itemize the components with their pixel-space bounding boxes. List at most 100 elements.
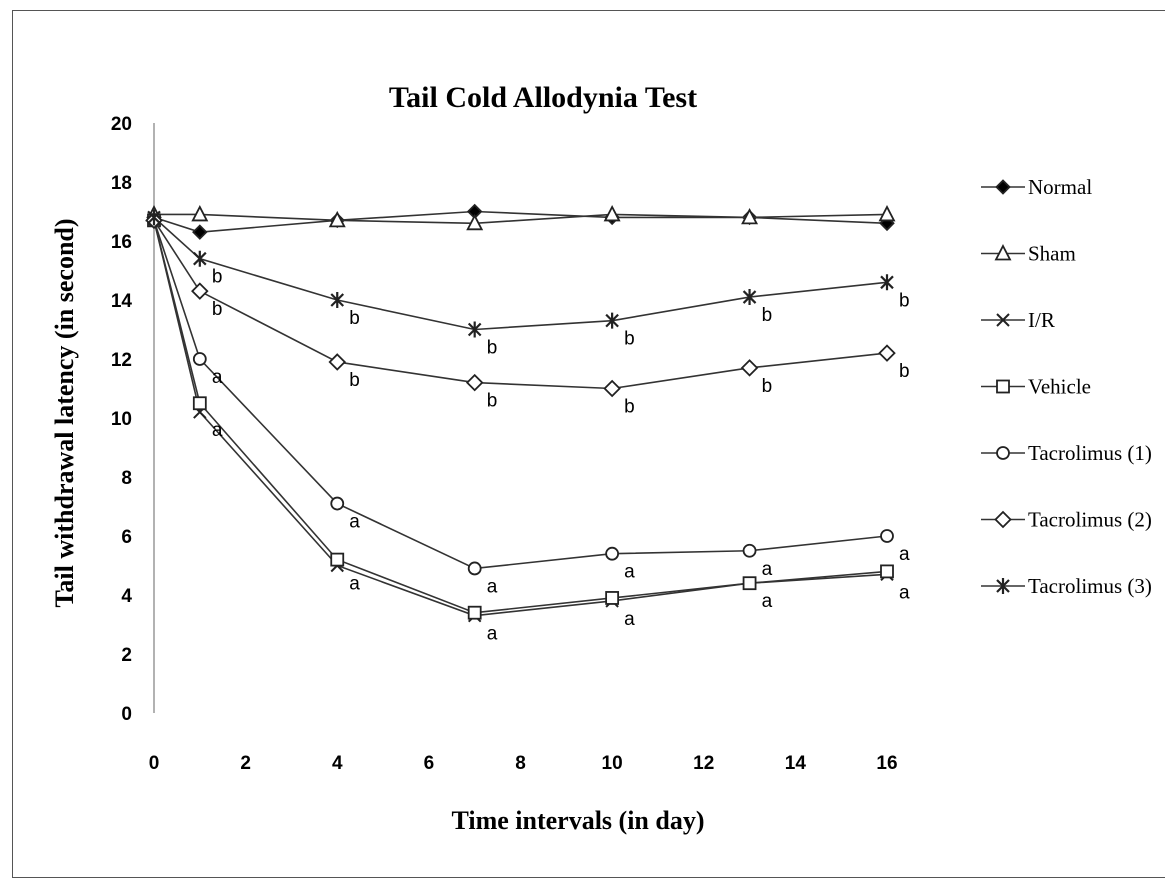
series-vehicle: [147, 213, 894, 620]
y-tick-label: 0: [121, 704, 132, 725]
data-point: [605, 312, 619, 329]
data-point: [330, 292, 345, 308]
legend-marker: [996, 313, 1010, 327]
data-point: [878, 204, 896, 222]
legend-marker: [995, 179, 1011, 195]
legend-marker: [996, 578, 1010, 594]
series-normal: [146, 203, 895, 240]
x-tick-label: 14: [785, 753, 807, 774]
y-tick-label: 20: [111, 114, 132, 135]
data-point: [192, 396, 207, 411]
significance-label: b: [487, 391, 498, 412]
y-tick-label: 16: [111, 232, 132, 253]
significance-label: b: [624, 397, 635, 418]
legend-item-vehicle: Vehicle: [981, 375, 1091, 399]
y-tick-label: 14: [111, 291, 133, 312]
significance-label: b: [899, 290, 910, 311]
data-point: [603, 204, 621, 222]
series-tacrolimus-1: [147, 213, 894, 576]
legend-label: I/R: [1028, 308, 1055, 332]
legend-item-normal: Normal: [981, 175, 1092, 199]
data-point: [605, 546, 620, 561]
data-point: [880, 564, 894, 579]
data-point: [465, 373, 484, 392]
significance-label: b: [349, 308, 360, 329]
legend-marker: [996, 379, 1010, 394]
data-point: [330, 552, 345, 567]
significance-label: a: [624, 562, 635, 583]
series-line-normal: [153, 210, 888, 233]
data-point: [192, 352, 207, 366]
x-axis-label: Time intervals (in day): [451, 806, 704, 835]
x-tick-labels: 0 2 4 6 8 10 12 14 16: [149, 753, 898, 774]
data-point: [741, 207, 759, 225]
y-tick-label: 12: [111, 350, 132, 371]
series-line-i-r: [153, 220, 888, 617]
significance-label: a: [762, 591, 773, 612]
significance-label: a: [349, 574, 360, 595]
significance-label: b: [899, 361, 910, 382]
series-line-tacrolimus-3: [153, 216, 888, 331]
x-tick-label: 16: [876, 753, 897, 774]
data-point: [467, 321, 482, 338]
legend-item-tacrolimus-2: Tacrolimus (2): [981, 508, 1152, 532]
chart-svg: Tail Cold Allodynia Test Time intervals …: [50, 81, 1152, 835]
y-axis-label: Tail withdrawal latency (in second): [50, 218, 79, 607]
legend-label: Tacrolimus (2): [1028, 508, 1152, 532]
series-line-tacrolimus-1: [153, 220, 888, 570]
legend: Normal Sham I/R Vehicle Tacrolimus (1) Tacrol…: [981, 175, 1152, 598]
significance-label: a: [487, 576, 498, 597]
significance-label: a: [899, 544, 910, 565]
data-point: [328, 210, 346, 228]
legend-marker: [994, 244, 1012, 261]
data-point: [328, 353, 347, 371]
legend-label: Tacrolimus (1): [1028, 441, 1152, 465]
significance-label: b: [762, 376, 773, 397]
legend-item-tacrolimus-3: Tacrolimus (3): [981, 574, 1152, 598]
data-point: [147, 209, 161, 226]
data-point: [193, 250, 207, 267]
data-point: [191, 204, 209, 222]
significance-label: b: [212, 299, 223, 320]
data-point: [467, 561, 482, 576]
y-tick-label: 8: [121, 468, 132, 489]
series-line-tacrolimus-2: [153, 219, 888, 390]
data-point: [880, 529, 894, 543]
y-tick-label: 4: [121, 586, 132, 607]
x-tick-label: 10: [602, 753, 623, 774]
data-point: [191, 282, 209, 300]
data-point: [467, 605, 482, 620]
series-line-vehicle: [153, 220, 888, 614]
x-tick-label: 8: [515, 753, 526, 774]
data-point: [880, 274, 894, 291]
y-tick-label: 10: [111, 409, 132, 430]
y-tick-label: 2: [121, 645, 132, 666]
data-point: [605, 591, 620, 605]
y-tick-label: 18: [111, 173, 132, 194]
legend-label: Normal: [1028, 175, 1092, 199]
legend-item-tacrolimus-1: Tacrolimus (1): [981, 441, 1152, 465]
data-point: [742, 576, 757, 591]
y-tick-label: 6: [121, 527, 132, 548]
series-tacrolimus-3: [147, 209, 894, 338]
significance-label: a: [349, 512, 360, 533]
series-i-r: [147, 213, 894, 623]
data-point: [466, 213, 484, 231]
x-tick-label: 12: [693, 753, 714, 774]
legend-label: Sham: [1028, 242, 1076, 266]
significance-label: a: [212, 367, 223, 388]
series-tacrolimus-2: [145, 211, 896, 398]
x-tick-label: 4: [332, 753, 343, 774]
data-point: [742, 543, 757, 558]
legend-label: Tacrolimus (3): [1028, 574, 1152, 598]
significance-label: b: [762, 305, 773, 326]
x-tick-label: 0: [149, 753, 160, 774]
legend-item-sham: Sham: [981, 242, 1076, 266]
significance-label: a: [762, 559, 773, 580]
significance-label: a: [899, 582, 910, 603]
significance-label: a: [212, 420, 223, 441]
x-tick-label: 2: [240, 753, 251, 774]
significance-label: a: [624, 609, 635, 630]
data-point: [330, 496, 345, 511]
